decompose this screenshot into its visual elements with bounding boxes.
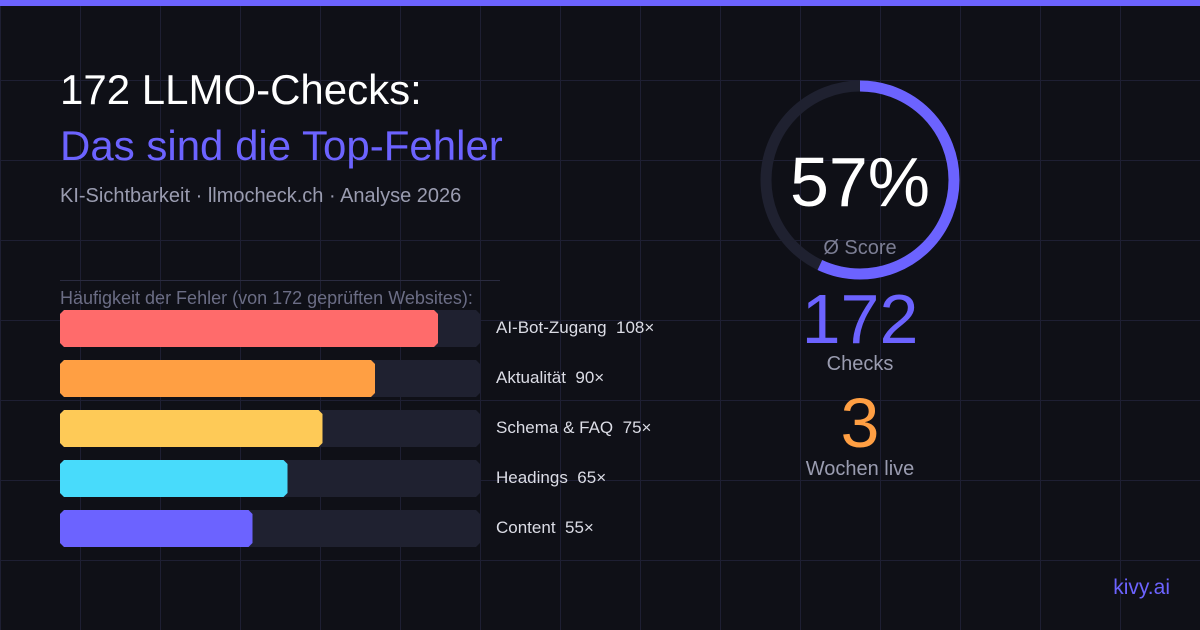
chart-title: Häufigkeit der Fehler (von 172 geprüften… (60, 288, 473, 308)
bar-category: Schema & FAQ (496, 418, 614, 437)
title-line-1: 172 LLMO-Checks: (60, 66, 422, 113)
score-ring (760, 80, 960, 280)
bar-row: Aktualität 90× (60, 360, 760, 397)
bar-label: AI-Bot-Zugang 108× (496, 318, 654, 338)
score-ring-arc (760, 80, 960, 280)
bar (60, 460, 288, 497)
bar-row: Content 55× (60, 510, 760, 547)
bar-label: Headings 65× (496, 468, 606, 488)
bar-category: Headings (496, 468, 568, 487)
bar-label: Content 55× (496, 518, 594, 538)
weeks-value: 3 (840, 384, 880, 462)
bar (60, 510, 253, 547)
bar (60, 360, 375, 397)
bar-value-label: 75× (622, 418, 652, 437)
checks-label: Checks (826, 353, 894, 375)
divider (60, 280, 500, 281)
bar-category: Aktualität (496, 368, 566, 387)
bar-row: Schema & FAQ 75× (60, 410, 760, 447)
weeks-label: Wochen live (805, 458, 915, 480)
bar (60, 410, 323, 447)
title-line-2: Das sind die Top-Fehler (60, 122, 503, 169)
score-label: Ø Score (823, 237, 897, 259)
checks-value: 172 (801, 280, 919, 358)
brand-logo-text: kivy.ai (1113, 576, 1170, 599)
subtitle: KI-Sichtbarkeit · llmocheck.ch · Analyse… (60, 185, 462, 207)
bar-category: Content (496, 518, 556, 537)
bar-row: AI-Bot-Zugang 108× (60, 310, 760, 347)
bar-value-label: 55× (565, 518, 594, 537)
bar-row: Headings 65× (60, 460, 760, 497)
bar-value-label: 108× (616, 318, 655, 337)
bar-label: Aktualität 90× (496, 368, 604, 388)
top-accent-bar (0, 0, 1200, 6)
score-value: 57% (789, 143, 931, 221)
bar-category: AI-Bot-Zugang (496, 318, 607, 337)
bar-label: Schema & FAQ 75× (496, 418, 651, 438)
bar (60, 310, 438, 347)
bar-value-label: 65× (577, 468, 607, 487)
bar-value-label: 90× (575, 368, 605, 387)
